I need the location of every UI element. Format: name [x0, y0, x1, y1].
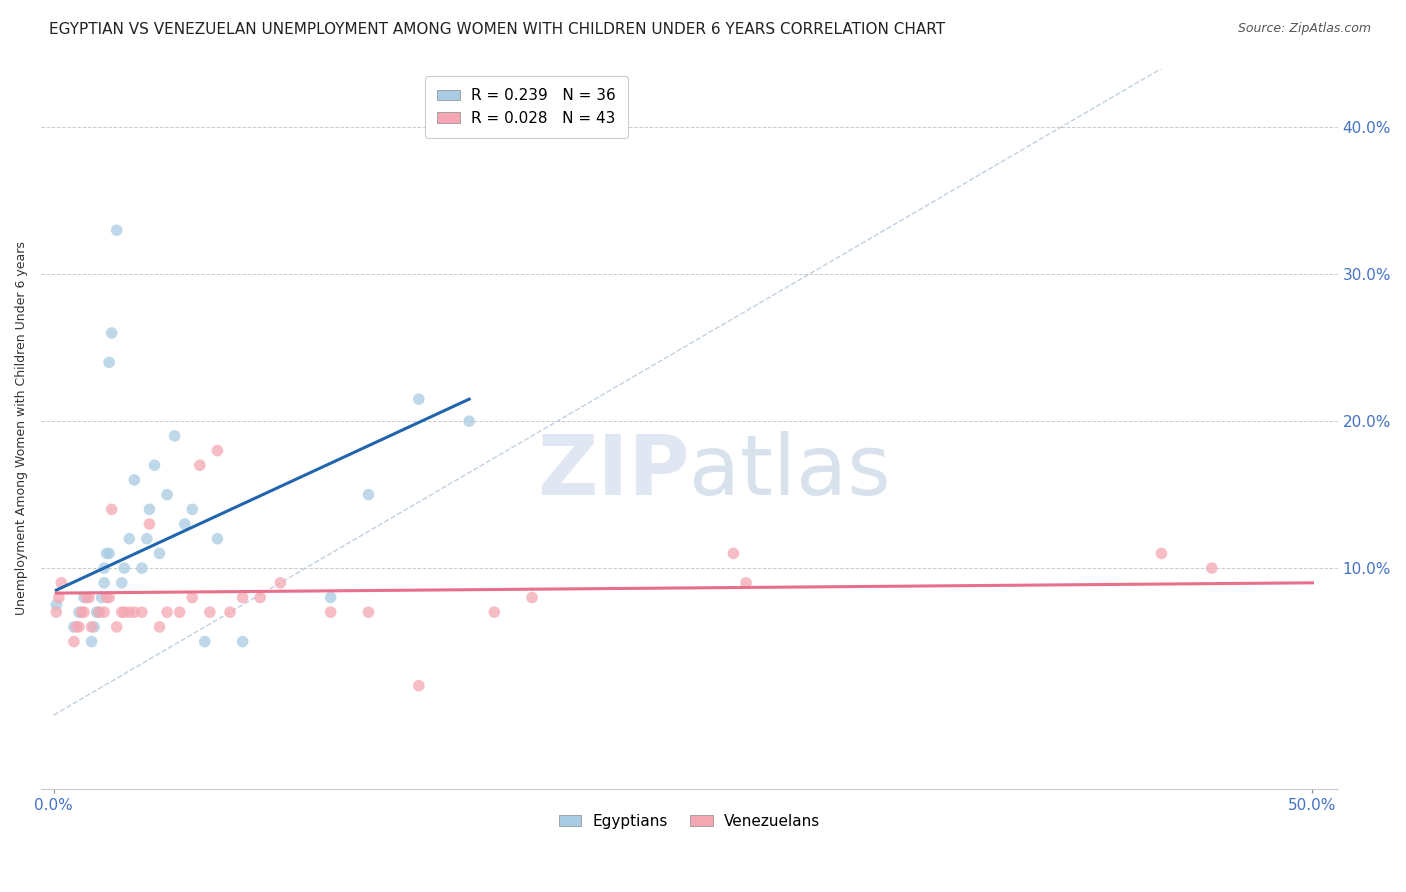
Point: [723, 546, 745, 560]
Point: [67, 605, 90, 619]
Point: [357, 488, 380, 502]
Point: [520, 591, 543, 605]
Point: [148, 546, 170, 560]
Point: [93, 575, 115, 590]
Point: [80, 634, 103, 648]
Point: [118, 532, 141, 546]
Point: [105, 223, 128, 237]
Point: [408, 679, 430, 693]
Point: [319, 605, 342, 619]
Point: [45, 605, 67, 619]
Point: [156, 605, 179, 619]
Point: [96, 591, 118, 605]
Point: [73, 605, 96, 619]
Point: [198, 605, 221, 619]
Point: [77, 591, 100, 605]
Point: [138, 516, 160, 531]
Text: atlas: atlas: [689, 431, 891, 512]
Point: [112, 561, 135, 575]
Point: [169, 605, 191, 619]
Text: ZIP: ZIP: [537, 431, 689, 512]
Point: [484, 605, 506, 619]
Point: [63, 634, 86, 648]
Point: [111, 575, 134, 590]
Point: [163, 429, 186, 443]
Point: [156, 488, 179, 502]
Point: [90, 591, 112, 605]
Point: [319, 591, 342, 605]
Point: [1150, 546, 1173, 560]
Point: [112, 605, 135, 619]
Point: [131, 561, 153, 575]
Point: [131, 605, 153, 619]
Point: [80, 620, 103, 634]
Point: [100, 326, 122, 340]
Legend: Egyptians, Venezuelans: Egyptians, Venezuelans: [553, 807, 827, 835]
Point: [207, 532, 229, 546]
Point: [76, 591, 98, 605]
Point: [173, 516, 195, 531]
Point: [96, 546, 118, 560]
Point: [143, 458, 166, 473]
Point: [86, 605, 108, 619]
Point: [232, 634, 254, 648]
Point: [124, 473, 146, 487]
Point: [1201, 561, 1223, 575]
Point: [87, 605, 110, 619]
Point: [408, 392, 430, 406]
Point: [100, 502, 122, 516]
Point: [269, 575, 291, 590]
Point: [458, 414, 481, 428]
Point: [67, 620, 90, 634]
Point: [138, 502, 160, 516]
Point: [232, 591, 254, 605]
Point: [93, 561, 115, 575]
Point: [124, 605, 146, 619]
Point: [357, 605, 380, 619]
Y-axis label: Unemployment Among Women with Children Under 6 years: Unemployment Among Women with Children U…: [15, 242, 28, 615]
Point: [65, 620, 87, 634]
Point: [111, 605, 134, 619]
Point: [105, 620, 128, 634]
Point: [83, 620, 105, 634]
Point: [48, 591, 70, 605]
Point: [135, 532, 157, 546]
Point: [45, 598, 67, 612]
Point: [73, 591, 96, 605]
Point: [194, 634, 217, 648]
Text: EGYPTIAN VS VENEZUELAN UNEMPLOYMENT AMONG WOMEN WITH CHILDREN UNDER 6 YEARS CORR: EGYPTIAN VS VENEZUELAN UNEMPLOYMENT AMON…: [49, 22, 945, 37]
Point: [735, 575, 758, 590]
Point: [63, 620, 86, 634]
Point: [98, 355, 121, 369]
Point: [51, 575, 73, 590]
Point: [93, 605, 115, 619]
Point: [207, 443, 229, 458]
Point: [98, 546, 121, 560]
Point: [188, 458, 211, 473]
Point: [219, 605, 242, 619]
Point: [98, 591, 121, 605]
Point: [181, 591, 204, 605]
Point: [70, 605, 93, 619]
Point: [249, 591, 271, 605]
Point: [118, 605, 141, 619]
Point: [181, 502, 204, 516]
Point: [148, 620, 170, 634]
Text: Source: ZipAtlas.com: Source: ZipAtlas.com: [1237, 22, 1371, 36]
Point: [87, 605, 110, 619]
